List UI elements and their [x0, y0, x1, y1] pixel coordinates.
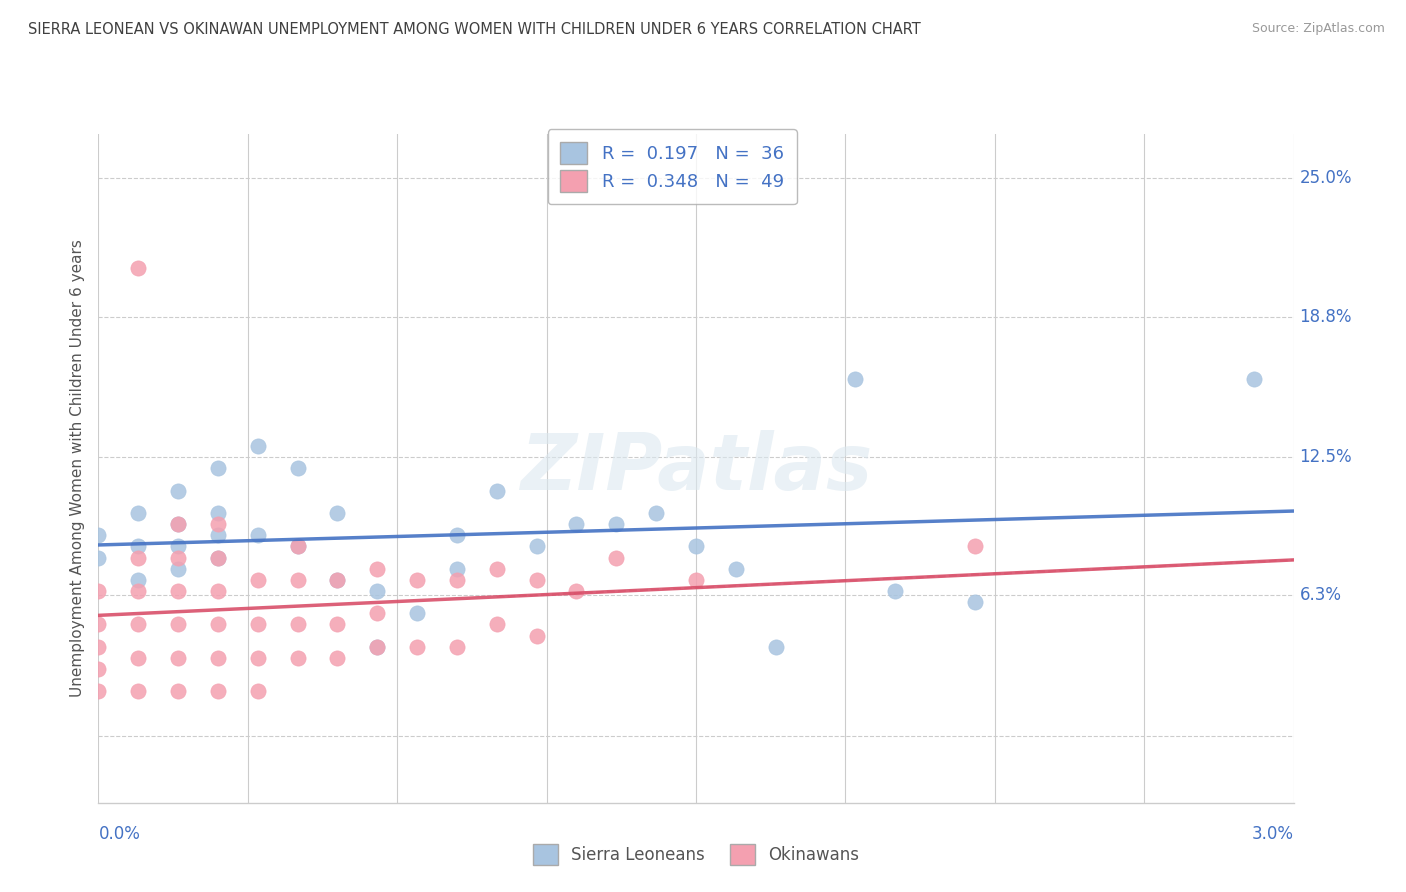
Point	[246, 573, 269, 587]
Point	[167, 562, 190, 576]
Point	[446, 562, 468, 576]
Point	[167, 517, 190, 532]
Point	[167, 651, 190, 665]
Text: ZIPatlas: ZIPatlas	[520, 430, 872, 507]
Point	[167, 684, 190, 698]
Point	[963, 539, 986, 553]
Point	[526, 629, 548, 643]
Point	[366, 562, 388, 576]
Point	[207, 550, 229, 565]
Point	[127, 584, 149, 599]
Point	[366, 584, 388, 599]
Point	[406, 640, 429, 654]
Text: 3.0%: 3.0%	[1251, 825, 1294, 843]
Point	[485, 562, 508, 576]
Point	[87, 550, 110, 565]
Point	[605, 550, 627, 565]
Text: Source: ZipAtlas.com: Source: ZipAtlas.com	[1251, 22, 1385, 36]
Point	[685, 539, 707, 553]
Text: 18.8%: 18.8%	[1299, 308, 1353, 326]
Point	[406, 573, 429, 587]
Point	[1243, 372, 1265, 386]
Point	[326, 617, 349, 632]
Point	[87, 584, 110, 599]
Point	[167, 483, 190, 498]
Point	[167, 517, 190, 532]
Point	[207, 651, 229, 665]
Point	[963, 595, 986, 609]
Point	[724, 562, 747, 576]
Point	[565, 517, 588, 532]
Point	[246, 439, 269, 453]
Point	[246, 528, 269, 542]
Point	[326, 573, 349, 587]
Point	[446, 640, 468, 654]
Point	[287, 573, 309, 587]
Text: 6.3%: 6.3%	[1299, 586, 1341, 605]
Point	[87, 662, 110, 676]
Legend: Sierra Leoneans, Okinawans: Sierra Leoneans, Okinawans	[526, 838, 866, 871]
Point	[326, 651, 349, 665]
Point	[127, 651, 149, 665]
Point	[526, 539, 548, 553]
Point	[207, 461, 229, 475]
Point	[326, 506, 349, 520]
Point	[246, 617, 269, 632]
Point	[645, 506, 668, 520]
Point	[167, 550, 190, 565]
Point	[207, 506, 229, 520]
Point	[87, 684, 110, 698]
Point	[207, 517, 229, 532]
Point	[366, 640, 388, 654]
Point	[287, 651, 309, 665]
Text: 12.5%: 12.5%	[1299, 448, 1353, 467]
Point	[207, 550, 229, 565]
Point	[565, 584, 588, 599]
Point	[207, 528, 229, 542]
Point	[446, 573, 468, 587]
Point	[526, 573, 548, 587]
Point	[167, 539, 190, 553]
Point	[207, 617, 229, 632]
Point	[844, 372, 866, 386]
Point	[326, 573, 349, 587]
Point	[127, 573, 149, 587]
Point	[87, 640, 110, 654]
Point	[685, 573, 707, 587]
Point	[207, 684, 229, 698]
Text: SIERRA LEONEAN VS OKINAWAN UNEMPLOYMENT AMONG WOMEN WITH CHILDREN UNDER 6 YEARS : SIERRA LEONEAN VS OKINAWAN UNEMPLOYMENT …	[28, 22, 921, 37]
Point	[287, 539, 309, 553]
Point	[406, 607, 429, 621]
Point	[207, 584, 229, 599]
Point	[87, 528, 110, 542]
Point	[127, 550, 149, 565]
Point	[366, 640, 388, 654]
Point	[884, 584, 907, 599]
Point	[127, 260, 149, 275]
Point	[246, 651, 269, 665]
Point	[167, 584, 190, 599]
Point	[87, 617, 110, 632]
Point	[127, 506, 149, 520]
Point	[167, 617, 190, 632]
Point	[287, 617, 309, 632]
Point	[287, 539, 309, 553]
Point	[127, 617, 149, 632]
Point	[485, 483, 508, 498]
Point	[446, 528, 468, 542]
Point	[485, 617, 508, 632]
Point	[127, 539, 149, 553]
Point	[287, 461, 309, 475]
Point	[246, 684, 269, 698]
Point	[605, 517, 627, 532]
Point	[366, 607, 388, 621]
Point	[765, 640, 787, 654]
Point	[127, 684, 149, 698]
Text: 25.0%: 25.0%	[1299, 169, 1353, 187]
Y-axis label: Unemployment Among Women with Children Under 6 years: Unemployment Among Women with Children U…	[70, 239, 86, 698]
Text: 0.0%: 0.0%	[98, 825, 141, 843]
